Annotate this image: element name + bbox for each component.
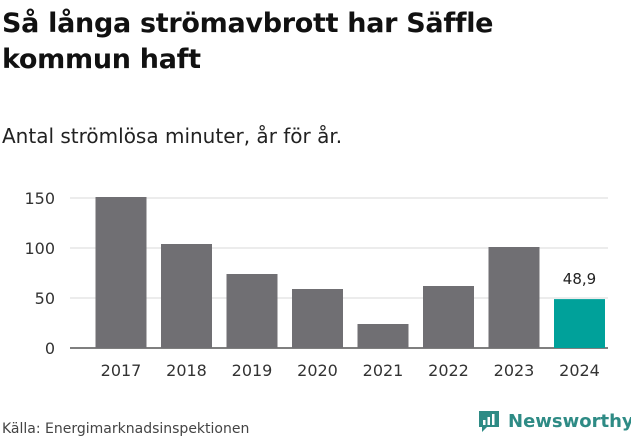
data-labels: 48,9: [563, 270, 596, 288]
x-tick-label: 2018: [166, 361, 207, 380]
x-tick-label: 2019: [232, 361, 273, 380]
y-tick-label: 50: [35, 289, 55, 308]
source-note: Källa: Energimarknadsinspektionen: [2, 421, 250, 437]
bar-2024: [554, 299, 605, 348]
x-tick-label: 2022: [428, 361, 469, 380]
y-tick-label: 150: [24, 189, 55, 208]
x-tick-label: 2020: [297, 361, 338, 380]
y-axis-ticks: 0 50 100 150: [24, 189, 55, 358]
newsworthy-logo-icon: [479, 411, 499, 432]
x-tick-label: 2023: [494, 361, 535, 380]
x-tick-label: 2017: [101, 361, 142, 380]
y-tick-label: 100: [24, 239, 55, 258]
bar-2023: [488, 247, 540, 348]
bar-2019: [226, 274, 278, 348]
x-tick-label: 2021: [363, 361, 404, 380]
data-label: 48,9: [563, 270, 596, 288]
chart-subtitle: Antal strömlösa minuter, år för år.: [2, 124, 343, 148]
bar-2018: [161, 244, 212, 348]
y-tick-label: 0: [45, 339, 55, 358]
bar-2017: [95, 197, 147, 348]
bar-2022: [423, 286, 474, 348]
bar-2021: [357, 324, 409, 348]
bar-2020: [292, 289, 343, 348]
bars: [95, 197, 605, 348]
x-tick-label: 2024: [559, 361, 600, 380]
chart-title: Så långa strömavbrott har Säffle kommun …: [2, 8, 494, 75]
brand-name: Newsworthy: [508, 410, 631, 432]
brand[interactable]: Newsworthy: [476, 408, 631, 434]
x-axis-ticks: 2017 2018 2019 2020 2021 2022 2023 2024: [101, 361, 600, 380]
